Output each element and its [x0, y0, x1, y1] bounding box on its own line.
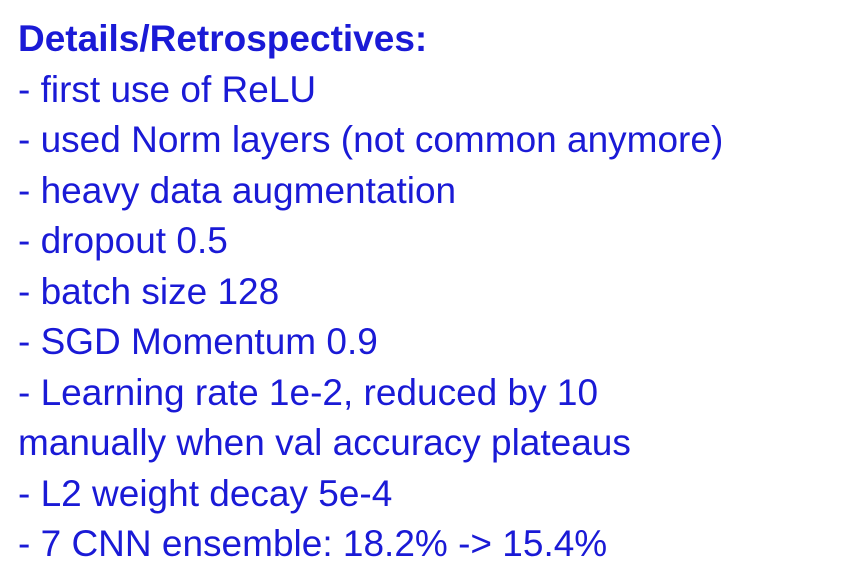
bullet-relu: - first use of ReLU: [18, 68, 317, 110]
bullet-learning-rate-continued: manually when val accuracy plateaus: [18, 422, 631, 463]
bullet-batch-size: - batch size 128: [18, 270, 280, 312]
bullet-cnn-ensemble: - 7 CNN ensemble: 18.2% -> 15.4%: [18, 523, 608, 564]
bullet-data-augmentation: - heavy data augmentation: [18, 169, 457, 211]
bullet-learning-rate: - Learning rate 1e-2, reduced by 10: [18, 371, 599, 413]
bullet-sgd-momentum: - SGD Momentum 0.9: [18, 321, 378, 362]
bullet-dropout: - dropout 0.5: [18, 220, 228, 261]
bullet-norm-layers: - used Norm layers (not common anymore): [18, 119, 724, 160]
bullet-weight-decay: - L2 weight decay 5e-4: [18, 472, 393, 514]
slide-text-block: Details/Retrospectives: - first use of R…: [18, 14, 838, 570]
slide-title: Details/Retrospectives:: [18, 18, 428, 59]
